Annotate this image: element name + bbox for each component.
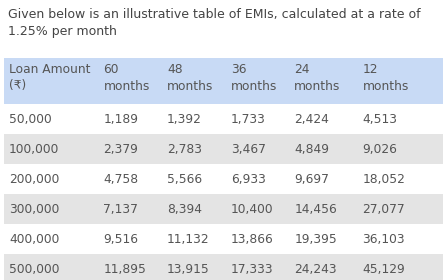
Text: 14,456: 14,456 — [295, 202, 337, 216]
Text: 11,132: 11,132 — [167, 232, 210, 246]
Bar — [226, 164, 289, 194]
Bar — [289, 224, 358, 254]
Text: 100,000: 100,000 — [9, 143, 59, 155]
Bar — [4, 224, 98, 254]
Text: 4,513: 4,513 — [363, 113, 397, 125]
Bar — [4, 164, 98, 194]
Bar — [358, 224, 443, 254]
Text: 60
months: 60 months — [103, 63, 150, 92]
Bar — [98, 104, 162, 134]
Bar — [226, 134, 289, 164]
Text: Loan Amount
(₹): Loan Amount (₹) — [9, 63, 90, 92]
Bar — [226, 104, 289, 134]
Bar — [226, 194, 289, 224]
Bar — [4, 254, 98, 280]
Bar — [358, 164, 443, 194]
Bar — [358, 104, 443, 134]
Bar — [4, 134, 98, 164]
Text: 1,392: 1,392 — [167, 113, 202, 125]
Text: 300,000: 300,000 — [9, 202, 59, 216]
Bar — [98, 58, 162, 104]
Bar — [98, 194, 162, 224]
Bar — [98, 164, 162, 194]
Bar — [4, 194, 98, 224]
Text: 1,189: 1,189 — [103, 113, 139, 125]
Bar — [226, 224, 289, 254]
Bar — [4, 104, 98, 134]
Text: 4,849: 4,849 — [295, 143, 329, 155]
Text: Given below is an illustrative table of EMIs, calculated at a rate of
1.25% per : Given below is an illustrative table of … — [8, 8, 421, 39]
Text: 200,000: 200,000 — [9, 172, 59, 186]
Bar — [289, 134, 358, 164]
Text: 27,077: 27,077 — [363, 202, 405, 216]
Bar — [289, 254, 358, 280]
Text: 36
months: 36 months — [231, 63, 277, 92]
Text: 45,129: 45,129 — [363, 263, 405, 276]
Text: 48
months: 48 months — [167, 63, 213, 92]
Text: 36,103: 36,103 — [363, 232, 405, 246]
Text: 400,000: 400,000 — [9, 232, 59, 246]
Bar — [226, 254, 289, 280]
Text: 9,026: 9,026 — [363, 143, 397, 155]
Bar — [289, 104, 358, 134]
Text: 13,866: 13,866 — [231, 232, 274, 246]
Text: 2,379: 2,379 — [103, 143, 138, 155]
Text: 12
months: 12 months — [363, 63, 409, 92]
Text: 7,137: 7,137 — [103, 202, 138, 216]
Bar — [162, 254, 226, 280]
Text: 5,566: 5,566 — [167, 172, 202, 186]
Text: 4,758: 4,758 — [103, 172, 139, 186]
Bar — [162, 164, 226, 194]
Text: 3,467: 3,467 — [231, 143, 266, 155]
Text: 50,000: 50,000 — [9, 113, 52, 125]
Bar — [162, 224, 226, 254]
Text: 24
months: 24 months — [295, 63, 341, 92]
Bar — [289, 58, 358, 104]
Text: 6,933: 6,933 — [231, 172, 266, 186]
Bar — [98, 134, 162, 164]
Text: 9,697: 9,697 — [295, 172, 329, 186]
Text: 500,000: 500,000 — [9, 263, 59, 276]
Bar — [226, 58, 289, 104]
Bar — [162, 104, 226, 134]
Bar — [162, 194, 226, 224]
Text: 19,395: 19,395 — [295, 232, 337, 246]
Bar — [98, 254, 162, 280]
Text: 17,333: 17,333 — [231, 263, 273, 276]
Bar — [289, 164, 358, 194]
Text: 8,394: 8,394 — [167, 202, 202, 216]
Text: 1,733: 1,733 — [231, 113, 266, 125]
Bar — [162, 134, 226, 164]
Bar — [358, 254, 443, 280]
Text: 10,400: 10,400 — [231, 202, 273, 216]
Text: 2,783: 2,783 — [167, 143, 202, 155]
Bar — [358, 134, 443, 164]
Bar — [289, 194, 358, 224]
Text: 24,243: 24,243 — [295, 263, 337, 276]
Bar — [358, 58, 443, 104]
Text: 18,052: 18,052 — [363, 172, 405, 186]
Bar — [358, 194, 443, 224]
Bar — [162, 58, 226, 104]
Text: 9,516: 9,516 — [103, 232, 139, 246]
Bar — [98, 224, 162, 254]
Text: 2,424: 2,424 — [295, 113, 329, 125]
Bar — [4, 58, 98, 104]
Text: 11,895: 11,895 — [103, 263, 146, 276]
Text: 13,915: 13,915 — [167, 263, 210, 276]
